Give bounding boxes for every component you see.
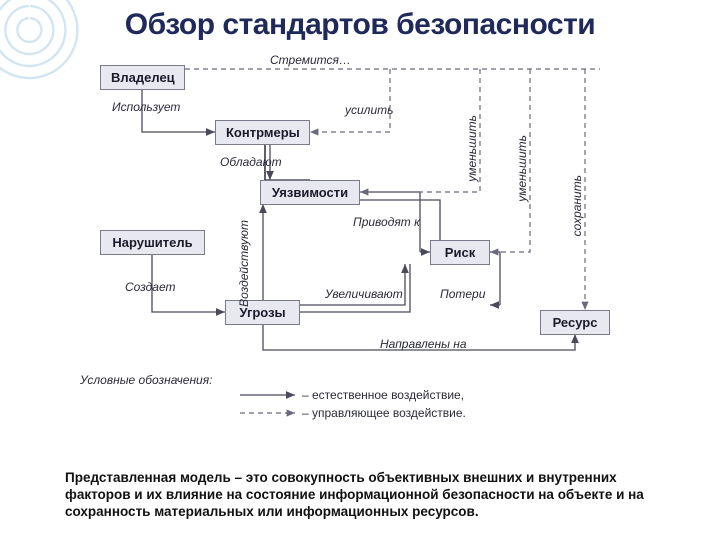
edge-label-lead-to: Приводят к: [353, 215, 420, 229]
edge-label-increase: Увеличивают: [325, 287, 403, 301]
legend-dashed: – управляющее воздействие.: [302, 406, 466, 420]
legend-solid: – естественное воздействие,: [302, 388, 464, 402]
flowchart-diagram: Владелец Контрмеры Уязвимости Нарушитель…: [70, 55, 660, 430]
edge-label-act-on: Воздействуют: [237, 220, 251, 307]
edge-label-possess: Обладают: [220, 155, 282, 169]
edge-label-losses: Потери: [440, 287, 485, 301]
node-vulnerabilities: Уязвимости: [260, 180, 360, 205]
caption-text: Представленная модель – это совокупность…: [65, 470, 665, 521]
edge-label-preserve: сохранить: [570, 175, 584, 236]
edge-label-directed-at: Направлены на: [380, 337, 467, 351]
node-intruder: Нарушитель: [100, 230, 205, 255]
page-title: Обзор стандартов безопасности: [0, 0, 720, 42]
legend-title: Условные обозначения:: [80, 373, 212, 387]
node-risk: Риск: [430, 240, 490, 265]
edge-label-reduce-vuln: уменьшить: [465, 115, 479, 182]
edge-label-strives: Стремится…: [270, 53, 351, 67]
node-countermeasures: Контрмеры: [215, 120, 310, 145]
edge-label-uses: Использует: [112, 100, 180, 114]
edge-label-reduce-risk: уменьшить: [515, 135, 529, 202]
edge-label-creates: Создает: [125, 280, 176, 294]
node-owner: Владелец: [100, 65, 185, 90]
edge-label-strengthen: усилить: [345, 103, 393, 117]
node-resource: Ресурс: [540, 310, 610, 335]
